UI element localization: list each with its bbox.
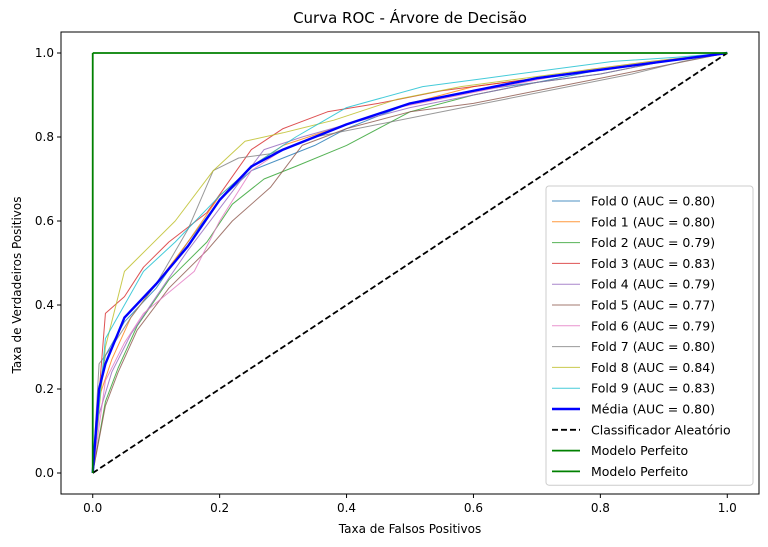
y-axis-label: Taxa de Verdadeiros Positivos: [10, 196, 24, 374]
x-tick-label: 0.4: [337, 501, 356, 515]
legend-label: Média (AUC = 0.80): [591, 402, 715, 417]
series-line-10: [91, 51, 728, 474]
legend-label: Fold 1 (AUC = 0.80): [591, 214, 715, 229]
legend-label: Fold 4 (AUC = 0.79): [591, 277, 715, 292]
legend-label: Classificador Aleatório: [591, 422, 731, 437]
x-tick-label: 0.8: [591, 501, 610, 515]
y-tick-label: 0.0: [35, 466, 54, 480]
legend-label: Fold 6 (AUC = 0.79): [591, 318, 715, 333]
plot-area: [91, 51, 728, 474]
legend-label: Fold 2 (AUC = 0.79): [591, 235, 715, 250]
legend-label: Fold 9 (AUC = 0.83): [591, 381, 715, 396]
y-tick-label: 0.8: [35, 130, 54, 144]
legend-label: Fold 8 (AUC = 0.84): [591, 360, 715, 375]
legend-label: Fold 0 (AUC = 0.80): [591, 194, 715, 209]
axes: 0.0 0.2 0.4 0.6 0.8 1.0 0.0 0.2 0.4 0.6 0.8 1.0: [35, 31, 760, 515]
legend-label: Modelo Perfeito: [591, 443, 688, 458]
series-line-4: [92, 52, 728, 474]
legend: Fold 0 (AUC = 0.80) Fold 1 (AUC = 0.80) Fo…: [545, 185, 754, 486]
series-line-8: [92, 52, 728, 474]
series-group: [91, 51, 728, 474]
legend-label: Fold 7 (AUC = 0.80): [591, 339, 715, 354]
legend-label: Fold 5 (AUC = 0.77): [591, 298, 715, 313]
series-line-9: [92, 52, 728, 474]
x-tick-label: 0.2: [210, 501, 229, 515]
legend-label: Fold 3 (AUC = 0.83): [591, 256, 715, 271]
legend-label: Modelo Perfeito: [591, 464, 688, 479]
x-tick-label: 1.0: [718, 501, 737, 515]
series-line-5: [92, 52, 728, 474]
x-tick-label: 0.6: [464, 501, 483, 515]
series-line-11: [92, 52, 728, 474]
legend-box: [545, 185, 754, 486]
y-tick-label: 0.4: [35, 298, 54, 312]
y-tick-label: 1.0: [35, 46, 54, 60]
chart-title: Curva ROC - Árvore de Decisão: [293, 8, 527, 27]
x-tick-label: 0.0: [83, 501, 102, 515]
y-tick-label: 0.6: [35, 214, 54, 228]
y-tick-label: 0.2: [35, 382, 54, 396]
plot-frame: [60, 31, 760, 495]
x-axis-label: Taxa de Falsos Positivos: [338, 522, 481, 536]
